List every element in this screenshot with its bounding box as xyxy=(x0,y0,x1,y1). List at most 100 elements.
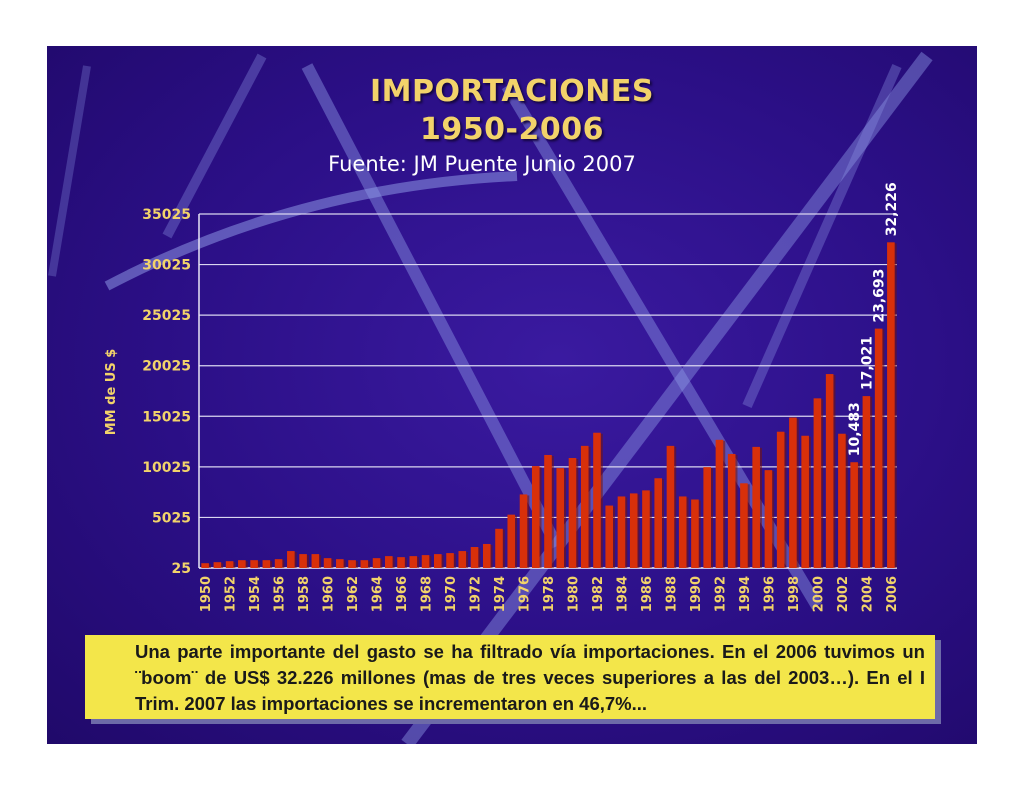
bar xyxy=(629,493,638,568)
data-label: 32,226 xyxy=(884,182,900,236)
x-tick-label: 1958 xyxy=(297,576,312,612)
x-tick-label: 2000 xyxy=(811,576,826,612)
chart-title-line1: IMPORTACIONES xyxy=(370,74,654,109)
bar xyxy=(764,470,773,568)
x-tick-label: 1966 xyxy=(395,576,410,612)
bar xyxy=(348,560,356,568)
bar xyxy=(311,554,320,568)
bar xyxy=(752,446,760,568)
data-label: 23,693 xyxy=(872,269,888,323)
x-tick-label: 1960 xyxy=(322,576,337,612)
x-tick-label: 1986 xyxy=(640,576,655,612)
bar-chart: 25 5025 10025 15025 20025 25025 30025 35025 MM d… xyxy=(104,182,900,612)
x-tick-label: 1982 xyxy=(591,576,606,612)
bar xyxy=(789,417,797,568)
bar xyxy=(678,496,687,568)
bar xyxy=(862,396,871,568)
bar xyxy=(740,483,748,568)
bar xyxy=(813,398,822,568)
x-tick-label: 1972 xyxy=(469,576,484,612)
bar xyxy=(666,445,675,568)
bar xyxy=(605,505,614,568)
x-tick-label: 1994 xyxy=(738,576,753,612)
x-tick-label: 1980 xyxy=(566,576,581,612)
bar xyxy=(470,547,479,568)
bar xyxy=(519,494,528,568)
data-label: 17,021 xyxy=(859,336,875,390)
bar xyxy=(531,466,540,568)
bar xyxy=(238,560,246,568)
bar xyxy=(287,551,295,568)
caption-box: Una parte importante del gasto se ha fil… xyxy=(85,635,935,719)
x-tick-label: 1996 xyxy=(762,576,777,612)
bar xyxy=(372,558,381,568)
y-axis-label: MM de US $ xyxy=(104,349,119,436)
y-tick-label: 20025 xyxy=(142,359,191,375)
bar xyxy=(421,555,430,568)
bar xyxy=(850,462,858,568)
x-tick-label: 1990 xyxy=(689,576,704,612)
bar xyxy=(385,556,393,568)
bar xyxy=(838,433,846,568)
bar xyxy=(874,328,883,568)
x-tick-label: 1978 xyxy=(542,576,557,612)
bar xyxy=(887,242,895,569)
slide: IMPORTACIONES 1950-2006 Fuente: JM Puent… xyxy=(47,46,977,744)
bar xyxy=(446,553,454,568)
bar xyxy=(225,561,234,568)
bar xyxy=(642,490,650,568)
y-tick-label: 25025 xyxy=(142,308,191,324)
x-tick-label: 1974 xyxy=(493,576,508,612)
bar xyxy=(825,374,834,568)
bar xyxy=(568,458,577,568)
bar xyxy=(507,514,516,568)
bar xyxy=(776,431,785,568)
bar xyxy=(336,559,344,568)
x-tick-label: 1962 xyxy=(346,576,361,612)
bar xyxy=(654,478,663,568)
x-tick-label: 1992 xyxy=(713,576,728,612)
bar xyxy=(213,562,222,568)
bar xyxy=(433,554,442,568)
x-tick-label: 1984 xyxy=(615,576,630,612)
bar xyxy=(691,499,699,568)
bar xyxy=(801,435,809,568)
x-tick-label: 2004 xyxy=(860,576,875,612)
y-tick-label: 25 xyxy=(172,561,191,577)
chart-source: Fuente: JM Puente Junio 2007 xyxy=(328,152,636,176)
bar xyxy=(495,528,503,568)
y-tick-label: 15025 xyxy=(142,409,191,425)
x-tick-label: 1956 xyxy=(273,576,288,612)
x-tick-label: 1976 xyxy=(518,576,533,612)
bar xyxy=(482,543,491,568)
x-tick-label: 2002 xyxy=(836,576,851,612)
bar xyxy=(274,559,283,568)
y-tick-label: 30025 xyxy=(142,258,191,274)
x-tick-label: 1950 xyxy=(199,576,214,612)
bar xyxy=(703,467,711,568)
y-tick-label: 5025 xyxy=(152,510,191,526)
x-tick-label: 1964 xyxy=(371,576,386,612)
bar xyxy=(360,560,369,568)
x-tick-label: 1952 xyxy=(224,576,239,612)
bar xyxy=(580,445,589,568)
background-rays xyxy=(48,51,933,744)
x-tick-label: 2006 xyxy=(885,576,900,612)
bar xyxy=(323,558,332,568)
bar xyxy=(617,496,626,568)
bar xyxy=(409,556,418,568)
data-label: 10,483 xyxy=(847,402,863,456)
y-tick-label: 10025 xyxy=(142,460,191,476)
x-tick-label: 1988 xyxy=(664,576,679,612)
x-tick-label: 1998 xyxy=(787,576,802,612)
x-tick-label: 1968 xyxy=(420,576,435,612)
chart-title-line2: 1950-2006 xyxy=(420,112,604,147)
x-tick-label: 1970 xyxy=(444,576,459,612)
bar xyxy=(544,454,552,568)
y-tick-label: 35025 xyxy=(142,207,191,223)
bar xyxy=(250,560,258,568)
bar xyxy=(727,453,736,568)
bar xyxy=(556,468,565,568)
x-tick-label: 1954 xyxy=(248,576,263,612)
bar xyxy=(715,439,724,568)
